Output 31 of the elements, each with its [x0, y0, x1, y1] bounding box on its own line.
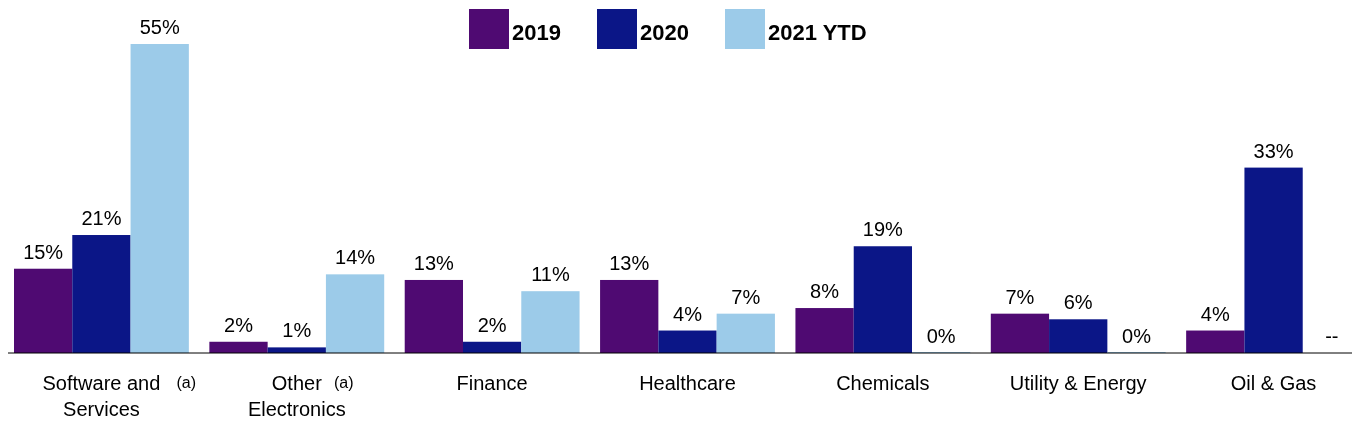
data-label: 14%: [335, 246, 376, 269]
x-tick-label: Other(a) Electronics: [247, 372, 354, 420]
data-label: 8%: [810, 280, 840, 303]
data-label: 2%: [224, 313, 254, 336]
x-tick-label: Chemicals: [836, 372, 930, 394]
x-tick-label: Healthcare: [639, 372, 736, 394]
data-label: 11%: [531, 263, 570, 286]
data-label: 6%: [1063, 291, 1093, 314]
data-label: 55%: [139, 16, 180, 38]
data-label: 7%: [731, 285, 761, 308]
x-tick-label: Utility & Energy: [1009, 372, 1147, 394]
data-label: 2%: [477, 313, 507, 336]
data-label: 13%: [609, 251, 650, 274]
data-label: 0%: [926, 325, 956, 347]
text: --: [1325, 325, 1339, 347]
legend-label: 2021 YTD: [768, 20, 867, 45]
x-tick-label: Finance: [456, 372, 528, 394]
legend-label: 2020: [640, 20, 689, 45]
x-tick-label: Oil & Gas: [1230, 372, 1317, 394]
data-label: 4%: [673, 302, 703, 325]
data-label: 1%: [282, 319, 312, 342]
data-label: 33%: [1253, 139, 1294, 162]
data-label: 15%: [23, 240, 64, 263]
data-label: 19%: [862, 218, 904, 241]
data-label: 7%: [1005, 285, 1035, 308]
data-label: 0%: [1122, 325, 1152, 347]
category-label: Software and(a) Services: [42, 372, 196, 420]
data-label: 21%: [81, 207, 122, 230]
data-label: 4%: [1200, 302, 1230, 325]
legend-label: 2019: [512, 20, 561, 45]
data-label: 13%: [413, 251, 455, 274]
